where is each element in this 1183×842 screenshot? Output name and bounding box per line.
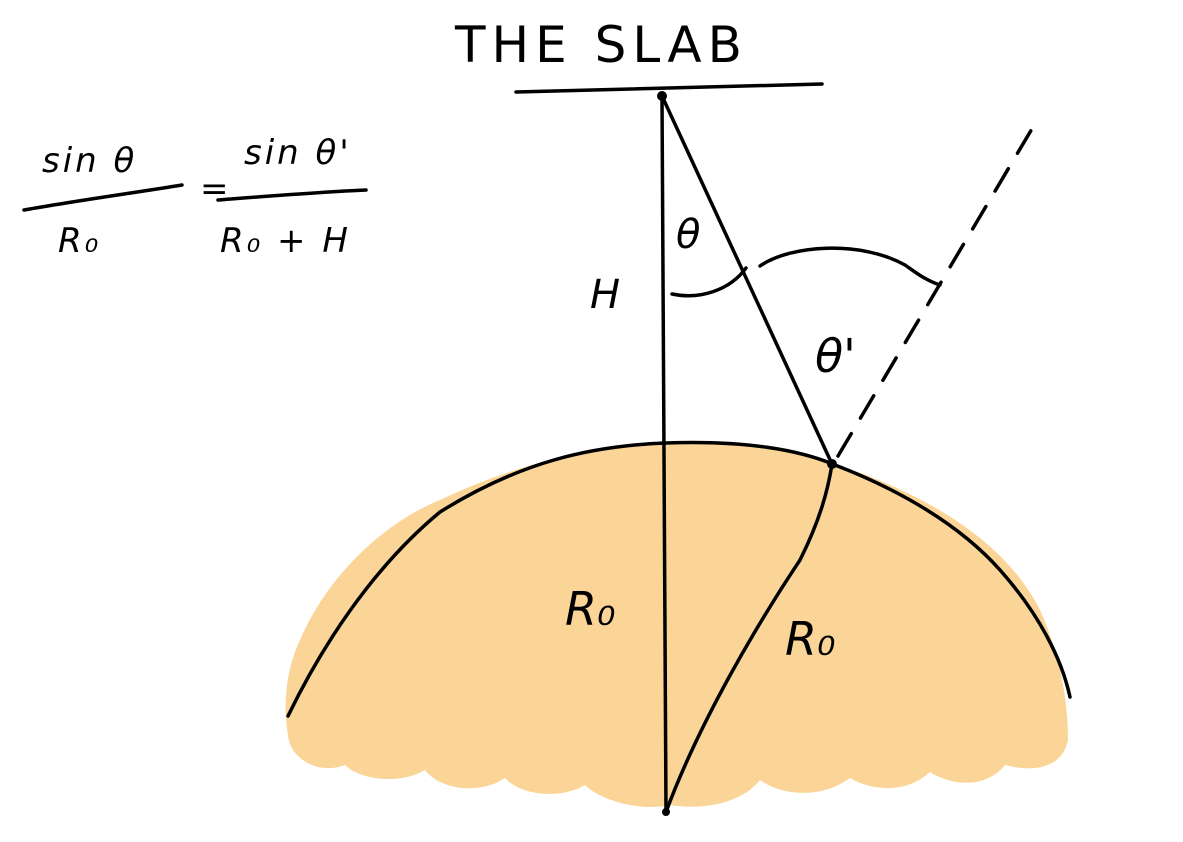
formula-rhs-fraction-bar bbox=[216, 188, 368, 202]
vertical-line bbox=[660, 94, 668, 814]
center-point-dot bbox=[662, 808, 670, 816]
surface-point-dot bbox=[827, 459, 837, 469]
slanted-ray bbox=[660, 94, 834, 466]
formula-lhs-denominator: R₀ bbox=[58, 221, 101, 261]
formula-equals: = bbox=[200, 169, 232, 209]
formula-lhs-fraction-bar bbox=[22, 183, 184, 212]
theta-label: θ bbox=[676, 212, 700, 258]
slab-line bbox=[514, 82, 824, 94]
planet-surface-curve bbox=[286, 440, 1072, 718]
dashed-normal-line bbox=[836, 120, 1038, 458]
planet-cap-fill bbox=[285, 441, 1068, 808]
radius-right-label: R₀ bbox=[785, 612, 835, 666]
theta-prime-arc bbox=[758, 246, 942, 287]
radius-left-label: R₀ bbox=[565, 582, 615, 636]
surface-radius-line bbox=[664, 462, 834, 814]
height-label: H bbox=[590, 272, 620, 318]
slab-point-dot bbox=[657, 91, 667, 101]
theta-prime-label: θ' bbox=[815, 329, 856, 383]
formula-rhs-denominator: R₀ + H bbox=[220, 221, 351, 261]
formula-lhs-numerator: sin θ bbox=[42, 141, 137, 181]
theta-arc bbox=[670, 266, 748, 298]
formula-rhs-numerator: sin θ' bbox=[244, 133, 352, 173]
diagram-title: THE SLAB bbox=[454, 16, 748, 74]
